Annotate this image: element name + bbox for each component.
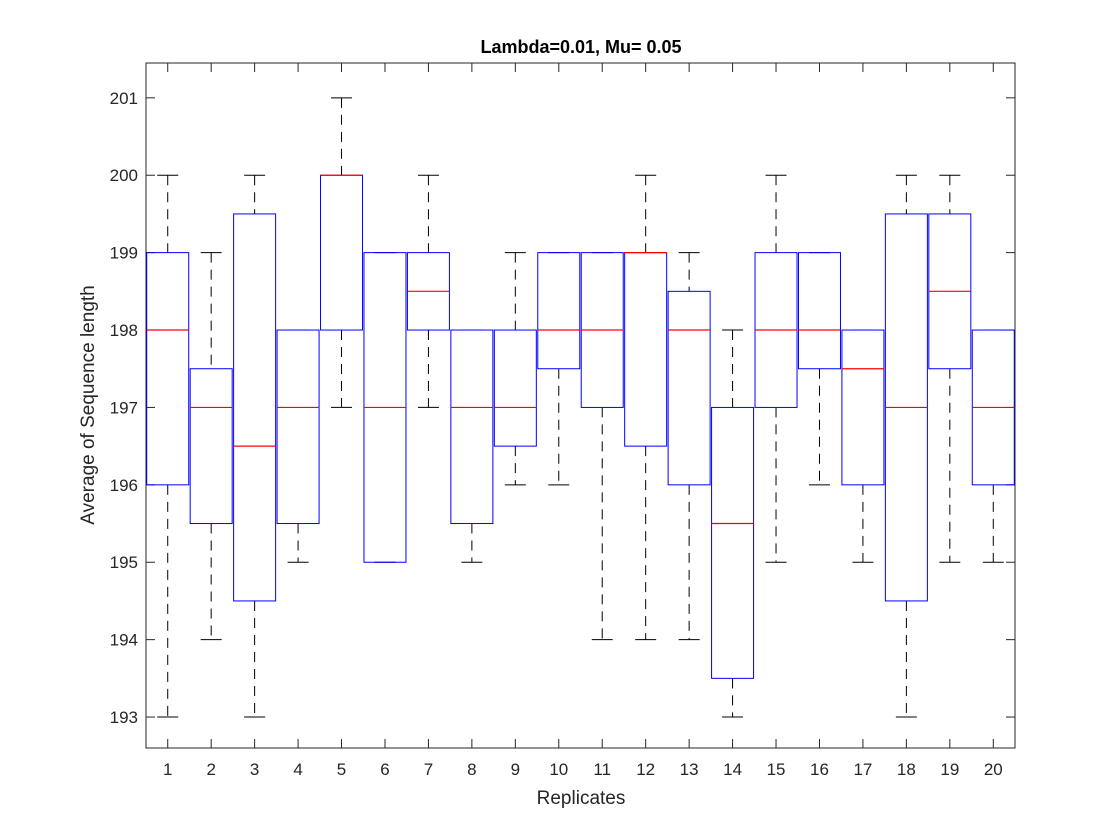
y-tick-label: 196 (110, 476, 138, 495)
x-tick-label: 20 (984, 760, 1003, 779)
x-tick-label: 17 (853, 760, 872, 779)
x-tick-label: 8 (467, 760, 476, 779)
y-tick-label: 193 (110, 708, 138, 727)
x-tick-label: 19 (940, 760, 959, 779)
x-tick-label: 10 (549, 760, 568, 779)
y-tick-label: 194 (110, 631, 138, 650)
x-axis-label: Replicates (537, 788, 626, 809)
y-tick-label: 199 (110, 244, 138, 263)
x-tick-label: 14 (723, 760, 742, 779)
x-tick-label: 6 (380, 760, 389, 779)
x-tick-label: 15 (767, 760, 786, 779)
x-tick-label: 7 (424, 760, 433, 779)
x-tick-label: 9 (511, 760, 520, 779)
y-tick-label: 195 (110, 553, 138, 572)
y-axis-label: Average of Sequence length (78, 285, 99, 524)
x-tick-label: 3 (250, 760, 259, 779)
x-tick-label: 4 (293, 760, 302, 779)
box (797, 252, 841, 370)
box (493, 329, 537, 447)
x-tick-label: 1 (163, 760, 172, 779)
box (450, 329, 494, 525)
x-tick-label: 11 (593, 760, 611, 779)
box (189, 368, 233, 525)
y-tick-label: 201 (110, 89, 138, 108)
axes-frame (145, 62, 1016, 749)
box (233, 213, 277, 602)
chart-title: Lambda=0.01, Mu= 0.05 (480, 37, 681, 57)
box (276, 329, 320, 525)
x-tick-label: 18 (897, 760, 916, 779)
y-tick-label: 198 (110, 321, 138, 340)
box (667, 290, 711, 486)
x-tick-label: 5 (337, 760, 346, 779)
box (841, 329, 885, 486)
y-tick-label: 197 (110, 398, 138, 417)
box (711, 406, 755, 679)
box (537, 252, 581, 370)
box (146, 252, 190, 486)
y-tick-label: 200 (110, 166, 138, 185)
x-tick-label: 13 (680, 760, 699, 779)
x-tick-label: 12 (636, 760, 655, 779)
x-tick-label: 2 (206, 760, 215, 779)
x-tick-label: 16 (810, 760, 829, 779)
